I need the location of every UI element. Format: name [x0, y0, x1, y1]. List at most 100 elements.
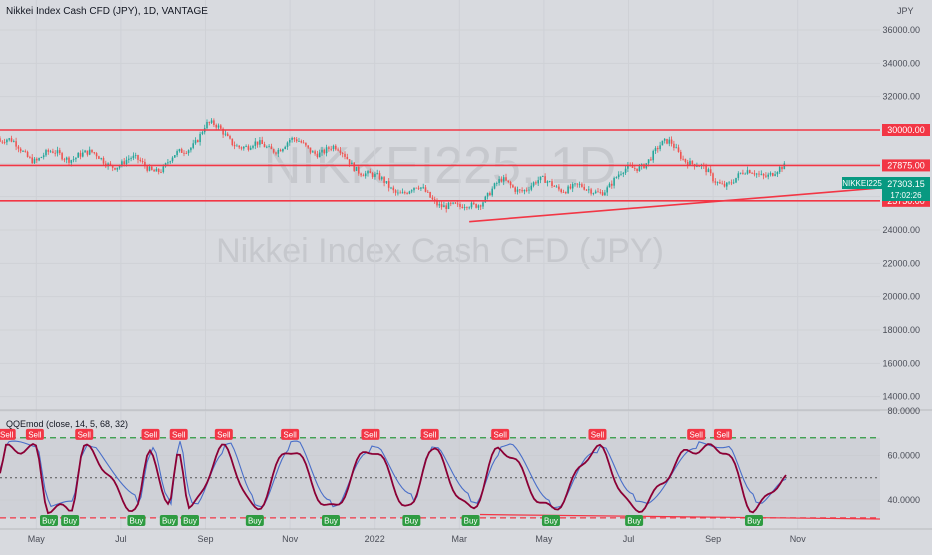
buy-signal[interactable]: Buy	[180, 514, 199, 526]
sell-signal[interactable]: Sell	[169, 428, 188, 440]
candle	[52, 148, 54, 154]
candle-body	[220, 125, 222, 129]
candle-body	[482, 202, 484, 207]
candle	[3, 138, 6, 145]
candle	[544, 173, 546, 184]
candle-body	[581, 184, 583, 187]
buy-signal[interactable]: Buy	[744, 514, 763, 526]
candle	[486, 192, 489, 200]
candle	[86, 150, 89, 157]
candle-body	[259, 140, 261, 145]
candle-body	[332, 145, 335, 150]
candle-body	[268, 146, 270, 148]
candle-body	[24, 151, 27, 152]
sell-signal[interactable]: Sell	[141, 428, 160, 440]
candle	[183, 150, 185, 157]
candle	[553, 185, 556, 187]
candle-body	[263, 143, 266, 148]
candle-body	[468, 207, 470, 209]
candle	[293, 136, 296, 143]
candle	[376, 169, 378, 175]
candle-body	[431, 197, 434, 200]
sell-signal[interactable]: Sell	[361, 428, 380, 440]
candle-body	[401, 192, 404, 194]
candle-body	[52, 151, 54, 153]
candle	[229, 134, 231, 140]
candle-body	[751, 173, 753, 174]
signal-label: Sell	[423, 430, 437, 439]
candle-body	[705, 165, 707, 173]
buy-signal[interactable]: Buy	[402, 514, 421, 526]
candle-body	[739, 172, 742, 174]
candle-body	[249, 147, 252, 150]
signal-box	[402, 514, 421, 526]
candle-body	[270, 146, 273, 150]
buy-signal[interactable]: Buy	[159, 514, 178, 526]
candle-body	[726, 182, 728, 187]
candle-body	[222, 128, 224, 135]
sell-signal[interactable]: Sell	[687, 428, 706, 440]
candle	[601, 189, 604, 196]
sell-signal[interactable]: Sell	[588, 428, 607, 440]
candle	[496, 181, 498, 187]
candle	[194, 137, 197, 145]
sell-signal[interactable]: Sell	[0, 428, 16, 440]
candle-body	[213, 120, 215, 125]
buy-signal[interactable]: Buy	[321, 514, 340, 526]
time-tick-label: Jul	[623, 534, 635, 544]
candle-body	[88, 149, 91, 155]
sell-signal[interactable]: Sell	[491, 428, 510, 440]
sell-signal[interactable]: Sell	[713, 428, 732, 440]
candle	[245, 144, 247, 148]
buy-signal[interactable]: Buy	[461, 514, 480, 526]
buy-signal[interactable]: Buy	[625, 514, 644, 526]
candle-body	[553, 186, 556, 187]
sell-signal[interactable]: Sell	[25, 428, 44, 440]
candle	[33, 157, 36, 165]
candle-body	[486, 192, 489, 197]
candle	[139, 157, 142, 163]
candle	[49, 149, 52, 153]
candle	[585, 188, 588, 191]
candle-body	[758, 173, 760, 175]
candle	[599, 189, 602, 195]
candle	[6, 138, 8, 146]
sell-signal[interactable]: Sell	[75, 428, 94, 440]
candle	[263, 141, 266, 148]
candle-body	[539, 176, 542, 181]
indicator-axis[interactable]: 80.0000 60.0000 40.0000	[887, 406, 920, 505]
candle-body	[578, 184, 581, 186]
candle	[463, 204, 466, 211]
candle	[772, 172, 774, 177]
candle	[528, 186, 530, 194]
candle	[61, 151, 63, 161]
candle	[180, 147, 183, 153]
candle	[187, 149, 190, 156]
candle-body	[236, 145, 238, 147]
candle	[627, 162, 629, 172]
buy-signal[interactable]: Buy	[245, 514, 264, 526]
candle	[0, 136, 1, 143]
candle-body	[422, 187, 424, 189]
buy-signal[interactable]: Buy	[39, 514, 58, 526]
candle-body	[353, 162, 355, 171]
candle-body	[709, 169, 712, 174]
buy-signal[interactable]: Buy	[127, 514, 146, 526]
sell-signal[interactable]: Sell	[214, 428, 233, 440]
candle	[362, 173, 365, 177]
candle-body	[560, 189, 562, 193]
candle	[744, 172, 746, 175]
signal-label: Buy	[404, 516, 418, 525]
candle	[507, 180, 510, 184]
time-axis[interactable]: May Jul Sep Nov 2022 Mar May Jul Sep Nov	[28, 534, 806, 544]
buy-signal[interactable]: Buy	[61, 514, 80, 526]
candle-body	[335, 145, 337, 150]
candle	[427, 189, 429, 193]
candle-body	[588, 189, 590, 191]
sell-signal[interactable]: Sell	[281, 428, 300, 440]
buy-signal[interactable]: Buy	[541, 514, 560, 526]
candle-body	[427, 191, 429, 193]
sell-signal[interactable]: Sell	[420, 428, 439, 440]
candle-body	[776, 172, 779, 175]
support-trendline[interactable]	[469, 186, 888, 223]
